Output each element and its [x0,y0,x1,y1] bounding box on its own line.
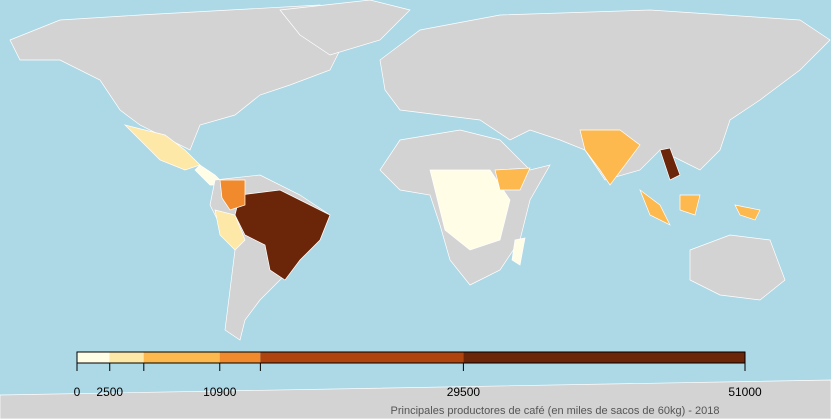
legend-tick-label: 0 [74,385,81,399]
legend-segment [260,352,464,363]
legend-segment [143,352,220,363]
legend-tick-label: 2500 [96,385,123,399]
legend-tick-label: 51000 [728,385,762,399]
legend-tick-label: 10900 [203,385,237,399]
legend-segment [77,352,110,363]
caption: Principales productores de café (en mile… [391,405,720,417]
legend: 0 2500 10900 29500 51000 [74,351,762,399]
legend-frame [76,351,746,364]
legend-segment [219,352,261,363]
legend-segment [109,352,144,363]
legend-tick-label: 29500 [447,385,481,399]
legend-segment [463,352,745,363]
